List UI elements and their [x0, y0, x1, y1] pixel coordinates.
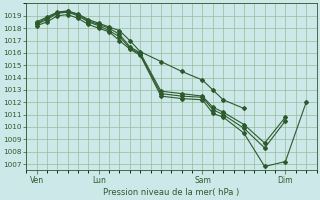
X-axis label: Pression niveau de la mer( hPa ): Pression niveau de la mer( hPa ) — [103, 188, 239, 197]
